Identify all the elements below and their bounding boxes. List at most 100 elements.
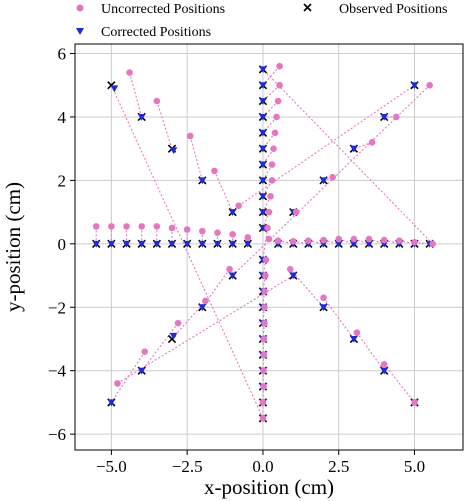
corrected-position-marker (259, 98, 267, 105)
error-connector-line (110, 85, 264, 419)
legend-marker-corrected (76, 28, 84, 35)
uncorrected-position-marker (264, 224, 271, 232)
grid (75, 44, 463, 450)
corrected-position-marker (183, 240, 191, 248)
uncorrected-position-marker (259, 399, 267, 406)
error-connector-line (262, 164, 273, 181)
corrected-position-marker (92, 240, 101, 248)
y-tick-label: −4 (48, 362, 67, 381)
uncorrected-position-marker (186, 132, 194, 140)
uncorrected-position-marker (244, 234, 252, 241)
x-tick-label: 0.0 (252, 457, 273, 476)
uncorrected-position-marker (396, 237, 403, 244)
uncorrected-position-marker (429, 240, 436, 248)
corrected-position-marker (213, 240, 222, 248)
legend: Uncorrected Positions Observed Positions… (76, 2, 448, 40)
uncorrected-position-marker (329, 173, 336, 181)
uncorrected-position-marker (350, 235, 358, 243)
corrected-position-marker (153, 240, 161, 248)
corrected-position-marker (259, 193, 267, 201)
error-connector-line (262, 148, 275, 165)
corrected-position-marker (380, 113, 388, 121)
legend-item-corrected: Corrected Positions (76, 25, 211, 40)
uncorrected-position-marker (335, 235, 343, 243)
corrected-position-marker (259, 129, 267, 137)
x-tick-label: 2.5 (328, 457, 349, 476)
error-connector-line (356, 332, 385, 372)
corrected-position-marker (350, 145, 358, 153)
uncorrected-position-marker (368, 139, 376, 146)
corrected-position-marker (319, 177, 328, 185)
corrected-position-marker (110, 85, 119, 93)
corrected-position-marker (107, 240, 116, 248)
legend-item-observed: Observed Positions (303, 2, 448, 17)
uncorrected-position-marker (261, 319, 268, 327)
corrected-position-marker (198, 177, 207, 185)
uncorrected-position-marker (268, 177, 276, 184)
error-connector-line (262, 68, 434, 245)
uncorrected-position-marker (153, 97, 161, 105)
corrected-position-marker (137, 367, 146, 375)
uncorrected-position-marker (214, 229, 221, 237)
corrected-position-marker (137, 113, 146, 121)
uncorrected-position-marker (292, 208, 300, 216)
error-connector-line (262, 196, 272, 213)
uncorrected-position-marker (426, 81, 433, 89)
corrected-position-marker (319, 304, 328, 312)
error-connector-line (129, 72, 143, 118)
error-connector-line (353, 141, 373, 150)
error-connector-line (141, 322, 179, 372)
uncorrected-position-marker (276, 62, 283, 70)
error-connector-line (262, 211, 270, 229)
uncorrected-position-marker (365, 235, 373, 243)
corrected-position-marker (334, 240, 343, 248)
error-connector-line (323, 297, 355, 340)
uncorrected-position-marker (92, 223, 100, 230)
corrected-position-marker (410, 82, 419, 90)
legend-label-observed: Observed Positions (339, 2, 448, 17)
y-tick-label: 2 (58, 171, 67, 190)
uncorrected-position-marker (260, 367, 267, 375)
corrected-position-marker (107, 399, 116, 407)
corrected-position-marker (243, 240, 252, 248)
uncorrected-position-marker (305, 237, 312, 244)
y-tick-label: 4 (58, 108, 67, 127)
uncorrected-position-marker (260, 383, 267, 390)
uncorrected-position-marker (259, 414, 267, 422)
corrected-position-marker (259, 113, 267, 121)
uncorrected-position-marker (380, 236, 388, 244)
uncorrected-position-marker (265, 208, 273, 216)
uncorrected-position-marker (261, 303, 268, 311)
uncorrected-position-marker (273, 113, 280, 121)
uncorrected-position-marker (199, 227, 206, 235)
error-connector-line (262, 180, 273, 197)
uncorrected-position-marker (380, 361, 388, 368)
uncorrected-position-marker (320, 236, 327, 244)
legend-marker-observed (303, 3, 312, 12)
uncorrected-position-marker (138, 223, 145, 230)
uncorrected-position-marker (260, 351, 268, 359)
error-connector-line (189, 135, 203, 181)
error-connector-line (293, 240, 309, 245)
corrected-position-marker (137, 240, 146, 248)
uncorrected-position-marker (320, 294, 327, 302)
uncorrected-position-marker (229, 231, 236, 238)
uncorrected-position-marker (262, 272, 269, 279)
uncorrected-position-marker (270, 145, 277, 152)
error-connector-line (323, 239, 339, 245)
corrected-position-marker (169, 332, 178, 340)
error-connector-line (384, 239, 400, 245)
uncorrected-position-marker (271, 129, 279, 137)
uncorrected-position-marker (168, 224, 176, 232)
axis-ticks: −5.0 −2.5 0.0 2.5 5.0 −6 −4 −2 0 2 4 6 (48, 45, 425, 476)
corrected-position-marker (289, 272, 298, 280)
error-connector-line (156, 100, 173, 149)
uncorrected-position-marker (411, 238, 418, 246)
x-tick-label: −5.0 (96, 457, 127, 476)
uncorrected-position-marker (267, 192, 274, 200)
error-connector-line (213, 170, 234, 213)
y-axis-label: y-position (cm) (1, 182, 25, 312)
uncorrected-position-marker (286, 265, 294, 273)
uncorrected-position-marker (274, 237, 282, 244)
